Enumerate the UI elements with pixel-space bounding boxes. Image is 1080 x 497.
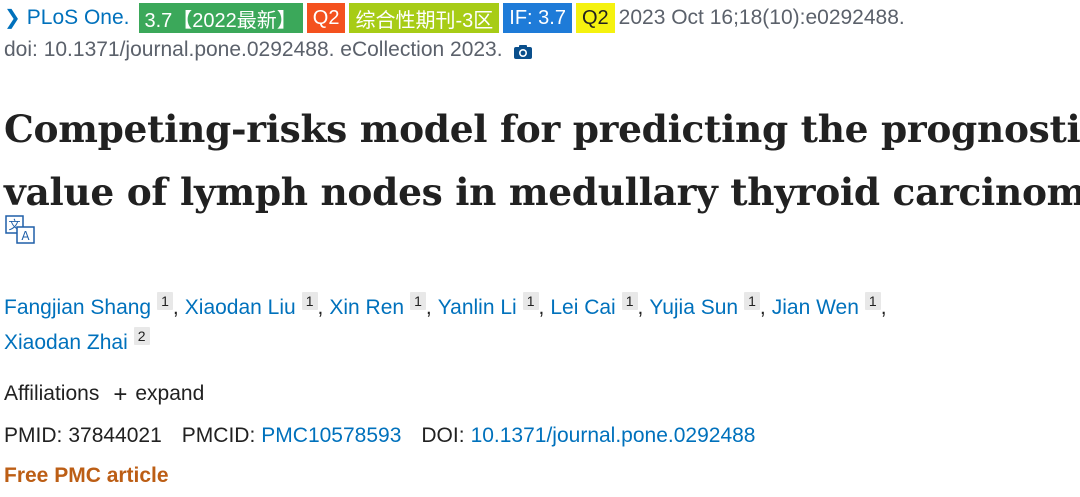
citation-line: ❯ PLoS One. 3.7【2022最新】 Q2 综合性期刊-3区 IF: …: [4, 3, 905, 33]
article-title-line-2: value of lymph nodes in medullary thyroi…: [4, 170, 1080, 214]
author-list: Fangjian Shang 1, Xiaodan Liu 1, Xin Ren 1, Ya…: [4, 290, 1074, 360]
article-title: Competing-risks model for predicting the…: [4, 98, 1080, 224]
affiliation-ref[interactable]: 1: [864, 292, 881, 310]
affiliation-ref[interactable]: 1: [410, 292, 426, 310]
pmid-label: PMID:: [4, 424, 63, 447]
pmid-value: 37844021: [68, 424, 162, 447]
plus-icon[interactable]: +: [113, 380, 128, 408]
doi-label: DOI:: [421, 424, 465, 447]
separator: ,: [425, 296, 432, 319]
camera-icon[interactable]: [513, 42, 533, 59]
doi-citation: doi: 10.1371/journal.pone.0292488. eColl…: [4, 38, 533, 62]
affiliation-ref[interactable]: 1: [522, 292, 539, 310]
author-link[interactable]: Yujia Sun: [649, 296, 739, 319]
affiliation-ref[interactable]: 1: [744, 292, 760, 310]
separator: ,: [317, 296, 324, 319]
separator: ,: [538, 296, 545, 319]
zone-badge: 综合性期刊-3区: [349, 3, 500, 33]
pmcid-link[interactable]: PMC10578593: [261, 424, 402, 447]
affiliations-toggle[interactable]: Affiliations + expand: [4, 382, 204, 406]
doi-citation-text: doi: 10.1371/journal.pone.0292488. eColl…: [4, 38, 503, 61]
translate-icon[interactable]: 文 A: [5, 215, 37, 245]
journal-link[interactable]: PLoS One.: [26, 6, 130, 29]
separator: ,: [880, 296, 887, 319]
expand-label[interactable]: expand: [135, 382, 205, 405]
author-link[interactable]: Jian Wen: [771, 296, 859, 319]
author-link[interactable]: Fangjian Shang: [4, 296, 152, 319]
pmcid-label: PMCID:: [181, 424, 256, 447]
affiliations-label: Affiliations: [4, 382, 100, 405]
doi-link[interactable]: 10.1371/journal.pone.0292488: [470, 424, 756, 447]
affiliation-ref[interactable]: 2: [133, 327, 150, 345]
free-pmc-article[interactable]: Free PMC article: [4, 464, 169, 487]
article-title-line-1: Competing-risks model for predicting the…: [4, 107, 1080, 151]
author-link[interactable]: Xiaodan Zhai: [4, 331, 128, 354]
separator: ,: [172, 296, 179, 319]
if-badge: IF: 3.7: [503, 3, 572, 33]
separator: ,: [637, 296, 644, 319]
quartile-badge-2: Q2: [575, 3, 615, 33]
author-link[interactable]: Yanlin Li: [437, 296, 517, 319]
svg-text:A: A: [21, 229, 30, 243]
affiliation-ref[interactable]: 1: [621, 292, 638, 310]
affiliation-ref[interactable]: 1: [301, 292, 318, 310]
chevron-right-icon[interactable]: ❯: [4, 6, 21, 29]
citation-date: 2023 Oct 16;18(10):e0292488.: [618, 6, 905, 29]
author-link[interactable]: Xiaodan Liu: [184, 296, 296, 319]
identifiers: PMID: 37844021 PMCID: PMC10578593 DOI: 10.137…: [4, 424, 776, 448]
author-link[interactable]: Xin Ren: [329, 296, 405, 319]
impact-badge: 3.7【2022最新】: [138, 3, 303, 33]
quartile-badge: Q2: [306, 3, 346, 33]
author-link[interactable]: Lei Cai: [550, 296, 616, 319]
affiliation-ref[interactable]: 1: [157, 292, 173, 310]
separator: ,: [759, 296, 766, 319]
